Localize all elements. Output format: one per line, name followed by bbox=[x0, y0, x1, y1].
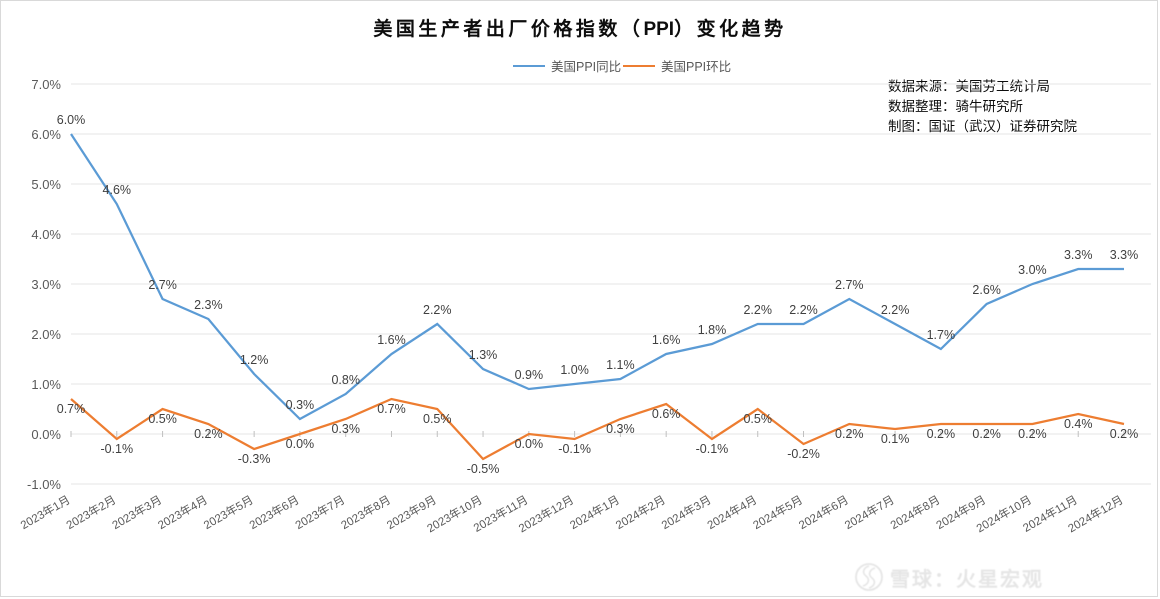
svg-text:7.0%: 7.0% bbox=[31, 77, 61, 92]
svg-text:2.0%: 2.0% bbox=[31, 327, 61, 342]
svg-text:-1.0%: -1.0% bbox=[27, 477, 61, 492]
svg-text:2023年6月: 2023年6月 bbox=[247, 492, 302, 532]
svg-text:0.0%: 0.0% bbox=[515, 437, 544, 451]
svg-text:1.6%: 1.6% bbox=[652, 333, 681, 347]
svg-text:2.7%: 2.7% bbox=[835, 278, 864, 292]
svg-text:0.2%: 0.2% bbox=[1110, 427, 1139, 441]
svg-text:0.3%: 0.3% bbox=[286, 398, 315, 412]
svg-text:2.2%: 2.2% bbox=[881, 303, 910, 317]
svg-text:2023年4月: 2023年4月 bbox=[155, 492, 210, 532]
svg-text:0.5%: 0.5% bbox=[148, 412, 177, 426]
svg-text:2024年4月: 2024年4月 bbox=[705, 492, 760, 532]
svg-text:0.2%: 0.2% bbox=[927, 427, 956, 441]
svg-text:1.0%: 1.0% bbox=[31, 377, 61, 392]
svg-text:2024年6月: 2024年6月 bbox=[796, 492, 851, 532]
svg-text:0.4%: 0.4% bbox=[1064, 417, 1093, 431]
svg-text:2.2%: 2.2% bbox=[743, 303, 772, 317]
svg-text:1.8%: 1.8% bbox=[698, 323, 727, 337]
svg-text:2023年8月: 2023年8月 bbox=[338, 492, 393, 532]
svg-text:3.3%: 3.3% bbox=[1110, 248, 1139, 262]
svg-text:2024年5月: 2024年5月 bbox=[750, 492, 805, 532]
svg-text:2.2%: 2.2% bbox=[789, 303, 818, 317]
svg-text:3.3%: 3.3% bbox=[1064, 248, 1093, 262]
svg-text:0.3%: 0.3% bbox=[331, 422, 360, 436]
svg-text:2023年7月: 2023年7月 bbox=[293, 492, 348, 532]
svg-text:1.3%: 1.3% bbox=[469, 348, 498, 362]
svg-text:0.0%: 0.0% bbox=[31, 427, 61, 442]
svg-text:0.8%: 0.8% bbox=[331, 373, 360, 387]
svg-text:2024年2月: 2024年2月 bbox=[613, 492, 668, 532]
svg-text:0.7%: 0.7% bbox=[377, 402, 406, 416]
svg-text:0.2%: 0.2% bbox=[972, 427, 1001, 441]
svg-text:0.2%: 0.2% bbox=[194, 427, 223, 441]
svg-text:2023年2月: 2023年2月 bbox=[64, 492, 119, 532]
svg-text:2024年3月: 2024年3月 bbox=[659, 492, 714, 532]
svg-text:0.0%: 0.0% bbox=[286, 437, 315, 451]
svg-text:1.1%: 1.1% bbox=[606, 358, 635, 372]
svg-text:-0.3%: -0.3% bbox=[238, 452, 271, 466]
svg-text:0.7%: 0.7% bbox=[57, 402, 86, 416]
svg-text:1.6%: 1.6% bbox=[377, 333, 406, 347]
svg-text:0.5%: 0.5% bbox=[423, 412, 452, 426]
svg-text:2.2%: 2.2% bbox=[423, 303, 452, 317]
svg-text:0.3%: 0.3% bbox=[606, 422, 635, 436]
svg-text:0.1%: 0.1% bbox=[881, 432, 910, 446]
svg-text:0.5%: 0.5% bbox=[743, 412, 772, 426]
svg-text:6.0%: 6.0% bbox=[57, 113, 86, 127]
svg-text:0.6%: 0.6% bbox=[652, 407, 681, 421]
svg-text:1.2%: 1.2% bbox=[240, 353, 269, 367]
svg-text:3.0%: 3.0% bbox=[31, 277, 61, 292]
svg-text:1.7%: 1.7% bbox=[927, 328, 956, 342]
svg-text:-0.1%: -0.1% bbox=[558, 442, 591, 456]
svg-text:-0.1%: -0.1% bbox=[100, 442, 133, 456]
svg-text:4.0%: 4.0% bbox=[31, 227, 61, 242]
svg-text:-0.2%: -0.2% bbox=[787, 447, 820, 461]
svg-text:0.2%: 0.2% bbox=[835, 427, 864, 441]
svg-text:0.2%: 0.2% bbox=[1018, 427, 1047, 441]
svg-text:4.6%: 4.6% bbox=[103, 183, 132, 197]
svg-text:2.3%: 2.3% bbox=[194, 298, 223, 312]
svg-text:1.0%: 1.0% bbox=[560, 363, 589, 377]
svg-text:-0.5%: -0.5% bbox=[467, 462, 500, 476]
svg-text:6.0%: 6.0% bbox=[31, 127, 61, 142]
svg-text:2024年7月: 2024年7月 bbox=[842, 492, 897, 532]
svg-text:2023年1月: 2023年1月 bbox=[18, 492, 73, 532]
svg-text:2.6%: 2.6% bbox=[972, 283, 1001, 297]
svg-text:2023年5月: 2023年5月 bbox=[201, 492, 256, 532]
svg-text:-0.1%: -0.1% bbox=[696, 442, 729, 456]
svg-text:2023年3月: 2023年3月 bbox=[109, 492, 164, 532]
svg-text:2024年8月: 2024年8月 bbox=[888, 492, 943, 532]
svg-text:2024年1月: 2024年1月 bbox=[567, 492, 622, 532]
svg-text:2.7%: 2.7% bbox=[148, 278, 177, 292]
svg-text:3.0%: 3.0% bbox=[1018, 263, 1047, 277]
svg-text:0.9%: 0.9% bbox=[515, 368, 544, 382]
svg-text:5.0%: 5.0% bbox=[31, 177, 61, 192]
